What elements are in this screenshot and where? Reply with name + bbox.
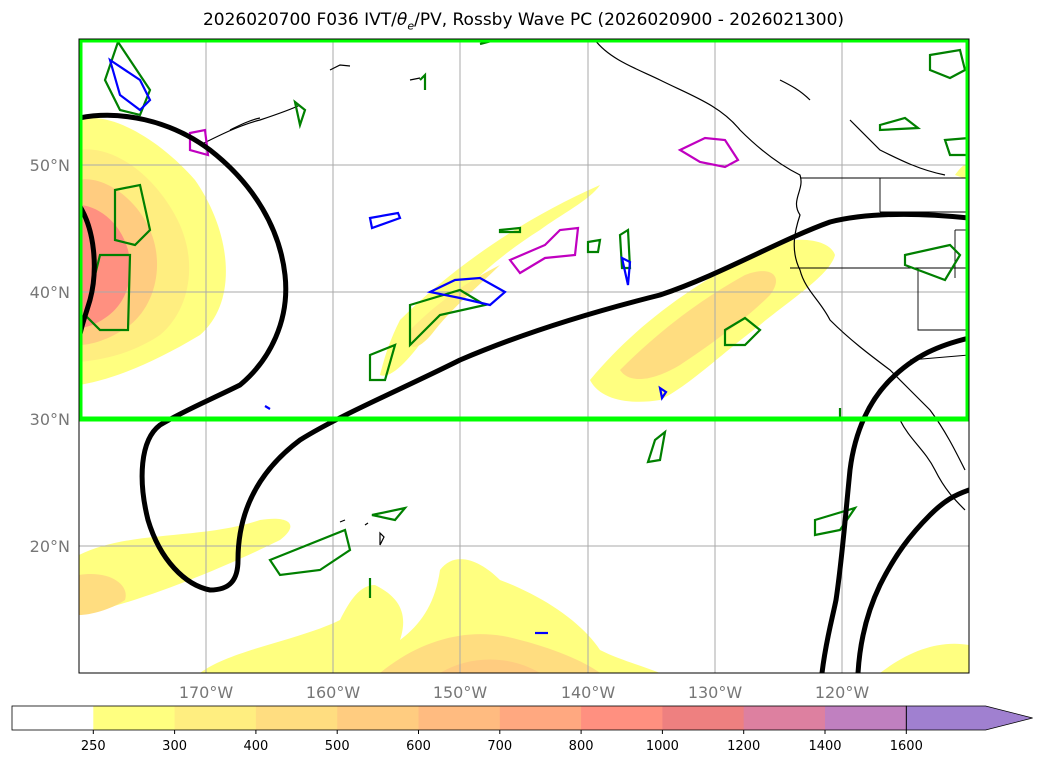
graticule <box>79 39 969 673</box>
lon-label-150w: 150°W <box>433 683 488 702</box>
map-plot-area <box>79 39 969 673</box>
pv-contours-magenta <box>188 128 740 275</box>
lon-label-170w: 170°W <box>179 683 234 702</box>
rossby-wave-contours <box>79 112 969 673</box>
colorbar-segment <box>743 706 826 730</box>
colorbar-tick-label: 1000 <box>646 739 679 754</box>
colorbar-tick-label: 500 <box>325 739 350 754</box>
colorbar-segment <box>825 706 907 730</box>
colorbar: 250 300 400 500 600 700 800 1000 1200 1400 1600 <box>11 705 1033 754</box>
colorbar-tick-label: 1400 <box>808 739 841 754</box>
colorbar-segment <box>418 706 501 730</box>
lat-label-40n: 40°N <box>30 283 70 302</box>
colorbar-segment <box>337 706 419 730</box>
lat-label-20n: 20°N <box>30 537 70 556</box>
colorbar-extend-arrow <box>905 705 1033 731</box>
lon-label-130w: 130°W <box>688 683 743 702</box>
colorbar-segment <box>499 706 582 730</box>
colorbar-tick-label: 400 <box>243 739 268 754</box>
lon-label-140w: 140°W <box>561 683 616 702</box>
colorbar-segment <box>255 706 338 730</box>
colorbar-frame <box>11 705 907 731</box>
map-title: 2026020700 F036 IVT/θe/PV, Rossby Wave P… <box>202 10 845 33</box>
colorbar-segment <box>12 706 94 730</box>
lon-label-160w: 160°W <box>306 683 361 702</box>
colorbar-tick-label: 250 <box>81 739 106 754</box>
colorbar-tick-label: 1200 <box>727 739 760 754</box>
colorbar-segment <box>93 706 176 730</box>
lat-label-30n: 30°N <box>30 410 70 429</box>
colorbar-tick-label: 300 <box>162 739 187 754</box>
colorbar-tick-label: 1600 <box>890 739 923 754</box>
colorbar-tick-label: 700 <box>487 739 512 754</box>
ivt-shading <box>79 118 969 673</box>
colorbar-segment <box>581 706 663 730</box>
lat-label-50n: 50°N <box>30 156 70 175</box>
colorbar-segment <box>662 706 745 730</box>
lon-label-120w: 120°W <box>815 683 870 702</box>
colorbar-segment <box>174 706 257 730</box>
colorbar-tick-label: 600 <box>406 739 431 754</box>
map-frame <box>78 38 970 674</box>
pv-contours-blue <box>108 57 668 635</box>
analysis-box <box>79 39 969 422</box>
colorbar-tick-label: 800 <box>569 739 594 754</box>
theta-e-contours <box>83 39 969 598</box>
